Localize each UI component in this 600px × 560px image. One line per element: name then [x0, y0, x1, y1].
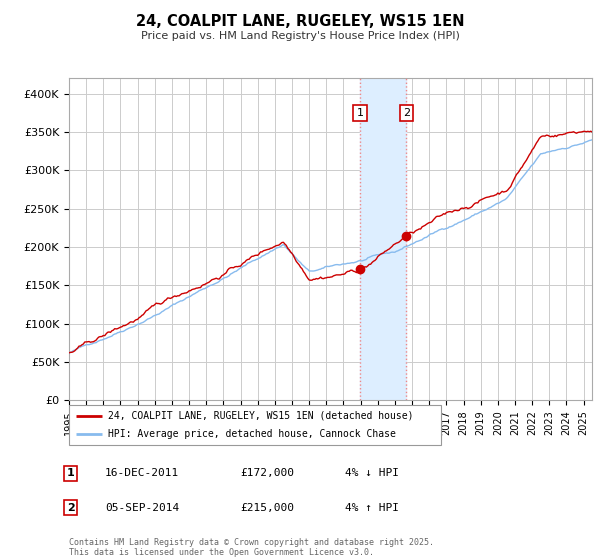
- Text: £172,000: £172,000: [240, 468, 294, 478]
- Bar: [360, 78, 406, 400]
- FancyBboxPatch shape: [69, 405, 441, 445]
- Text: 05-SEP-2014: 05-SEP-2014: [105, 503, 179, 513]
- Text: 4% ↓ HPI: 4% ↓ HPI: [345, 468, 399, 478]
- Text: Contains HM Land Registry data © Crown copyright and database right 2025.
This d: Contains HM Land Registry data © Crown c…: [69, 538, 434, 557]
- Text: HPI: Average price, detached house, Cannock Chase: HPI: Average price, detached house, Cann…: [108, 430, 396, 439]
- Text: Price paid vs. HM Land Registry's House Price Index (HPI): Price paid vs. HM Land Registry's House …: [140, 31, 460, 41]
- Text: 24, COALPIT LANE, RUGELEY, WS15 1EN: 24, COALPIT LANE, RUGELEY, WS15 1EN: [136, 14, 464, 29]
- Text: 1: 1: [67, 468, 74, 478]
- Text: 16-DEC-2011: 16-DEC-2011: [105, 468, 179, 478]
- Text: 2: 2: [403, 108, 410, 118]
- Text: £215,000: £215,000: [240, 503, 294, 513]
- Text: 4% ↑ HPI: 4% ↑ HPI: [345, 503, 399, 513]
- Text: 2: 2: [67, 503, 74, 513]
- Text: 1: 1: [356, 108, 364, 118]
- Text: 24, COALPIT LANE, RUGELEY, WS15 1EN (detached house): 24, COALPIT LANE, RUGELEY, WS15 1EN (det…: [108, 411, 413, 421]
